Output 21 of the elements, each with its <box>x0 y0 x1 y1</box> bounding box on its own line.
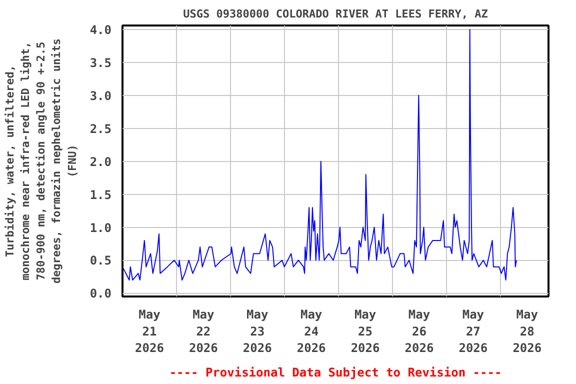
y-tick-label: 0.0 <box>90 286 112 301</box>
y-tick-label: 1.0 <box>90 220 112 235</box>
text: ---- Provisional Data Subject to Revision ---- <box>169 366 502 380</box>
chart-title: USGS 09380000 COLORADO RIVER AT LEES FERRY, AZ <box>183 8 488 20</box>
y-tick-label: 1.5 <box>90 188 112 202</box>
y-tick-label: 3.5 <box>90 56 112 70</box>
y-tick-label: 0.5 <box>90 254 112 268</box>
y-tick-label: 2.0 <box>90 154 112 169</box>
x-tick-label: May 28 2026 <box>512 308 542 356</box>
x-tick-label: May 23 2026 <box>242 308 272 356</box>
x-tick-label: May 21 2026 <box>135 308 164 356</box>
y-tick-label: 2.5 <box>90 122 112 136</box>
x-tick-label: May 24 2026 <box>296 308 326 356</box>
x-tick-label: May 26 2026 <box>404 308 434 356</box>
y-axis-title: Turbidity, water, unfiltered, monochrome near infra-red LED light, 780-900 nm, detection angle 90 +-2.5 degrees, formazin nephelometric units (FNU) <box>3 38 79 284</box>
y-tick-label: 3.0 <box>90 88 112 103</box>
x-tick-label: May 25 2026 <box>350 308 380 356</box>
y-tick-label: 4.0 <box>90 22 112 37</box>
x-tick-label: May 27 2026 <box>458 308 488 356</box>
line-series <box>122 28 517 281</box>
x-tick-label: May 22 2026 <box>188 308 218 356</box>
